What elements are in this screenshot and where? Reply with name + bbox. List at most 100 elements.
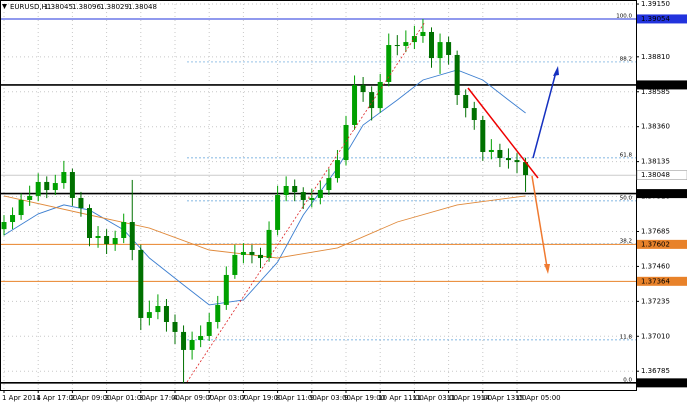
candle-body bbox=[104, 235, 110, 245]
grid: 100.0 88.2 61.8 50.0 38.2 11.8 0.0 bbox=[0, 0, 636, 390]
candle-body bbox=[283, 185, 289, 195]
candle-body bbox=[206, 321, 212, 336]
y-tick-label: 1.37235 bbox=[641, 297, 670, 305]
y-tick-label: 1.37460 bbox=[641, 262, 670, 270]
fib-label: 50.0 bbox=[620, 195, 633, 201]
x-tick-label: 3 Apr 17:00 bbox=[139, 394, 180, 402]
current-price-tag bbox=[636, 170, 687, 180]
fib-label: 38.2 bbox=[620, 238, 632, 244]
y-tick-label: 1.38360 bbox=[641, 123, 670, 131]
candle-body bbox=[317, 190, 323, 198]
candle-body bbox=[386, 45, 392, 82]
candle-body bbox=[215, 304, 221, 322]
candle-body bbox=[514, 160, 520, 163]
candle-body bbox=[223, 274, 229, 305]
candle-body bbox=[429, 31, 434, 59]
y-tick-label: 1.37010 bbox=[641, 332, 670, 340]
candle-body bbox=[258, 254, 263, 259]
candle-body bbox=[163, 306, 169, 322]
candle-body bbox=[198, 335, 204, 341]
candle-body bbox=[411, 36, 417, 43]
candle-body bbox=[334, 160, 340, 179]
down-arrow-head bbox=[544, 264, 550, 274]
x-tick-label: 3 Apr 01:00 bbox=[105, 394, 146, 402]
x-tick-label: 9 Apr 19:00 bbox=[344, 394, 385, 402]
candle-body bbox=[266, 229, 272, 259]
candle-body bbox=[326, 178, 332, 191]
candle-body bbox=[27, 195, 33, 200]
candle-body bbox=[155, 306, 161, 313]
candle-body bbox=[437, 42, 443, 59]
chart-title: EURUSD,H1 bbox=[10, 3, 51, 11]
fib-label: 0.0 bbox=[623, 377, 632, 383]
header-open: 1.38045 bbox=[44, 3, 73, 11]
fib-label: 61.8 bbox=[620, 152, 633, 158]
y-tick-label: 1.38810 bbox=[641, 53, 670, 61]
x-tick-label: 4 Apr 09:00 bbox=[173, 394, 214, 402]
candle-body bbox=[463, 95, 469, 109]
x-tick-label: 11 Apr 19:00 bbox=[447, 394, 493, 402]
candle-body bbox=[232, 254, 238, 275]
x-tick-label: 8 Apr 11:00 bbox=[276, 394, 317, 402]
symbol-marker bbox=[2, 4, 7, 9]
header-low: 1.38029 bbox=[100, 3, 129, 11]
candle-body bbox=[138, 249, 144, 318]
price-level-tag bbox=[637, 14, 687, 24]
candle-body bbox=[377, 81, 383, 109]
fib-label: 100.0 bbox=[616, 13, 632, 19]
candle-body bbox=[523, 162, 529, 176]
x-tick-label: 7 Apr 03:00 bbox=[207, 394, 248, 402]
price-level-label: 1.36710 bbox=[641, 379, 670, 387]
x-tick-label: 7 Apr 19:00 bbox=[241, 394, 282, 402]
up-arrow bbox=[532, 71, 557, 159]
price-level-tag bbox=[637, 378, 687, 388]
x-tick-label: 2 Apr 09:00 bbox=[70, 394, 111, 402]
candle-body bbox=[454, 54, 460, 96]
candle-body bbox=[275, 195, 281, 230]
candle-body bbox=[343, 124, 349, 161]
candle-body bbox=[44, 181, 50, 191]
price-level-label: 1.38629 bbox=[641, 81, 670, 89]
y-tick-label: 1.38585 bbox=[641, 88, 670, 96]
candle-body bbox=[172, 321, 178, 332]
candle-body bbox=[78, 197, 84, 209]
up-arrow-head bbox=[553, 66, 559, 76]
x-tick-label: 15 Apr 05:00 bbox=[515, 394, 561, 402]
candle-body bbox=[61, 172, 67, 184]
candle-body bbox=[121, 222, 127, 239]
current-price-label: 1.38048 bbox=[641, 171, 670, 179]
price-level-label: 1.37364 bbox=[641, 277, 670, 285]
x-tick-label: 1 Apr 2014 bbox=[2, 394, 41, 402]
x-tick-label: 9 Apr 03:00 bbox=[310, 394, 351, 402]
candle-body bbox=[309, 197, 315, 200]
x-tick-label: 10 Apr 11:00 bbox=[378, 394, 424, 402]
price-level-label: 1.37602 bbox=[641, 240, 670, 248]
candle-body bbox=[420, 31, 426, 37]
candle-body bbox=[35, 181, 41, 196]
candle-body bbox=[352, 85, 358, 125]
candle-body bbox=[18, 199, 24, 216]
candle-body bbox=[95, 235, 101, 239]
price-level-label: 1.39054 bbox=[641, 15, 670, 23]
candle-body bbox=[471, 108, 477, 121]
x-tick-label: 1 Apr 17:00 bbox=[36, 394, 77, 402]
candle-body bbox=[189, 340, 195, 350]
header-close: 1.38048 bbox=[128, 3, 157, 11]
price-level-label: 1.37929 bbox=[641, 190, 670, 198]
candle-body bbox=[300, 192, 306, 200]
y-tick-label: 1.36785 bbox=[641, 367, 670, 375]
down-arrow bbox=[531, 175, 548, 268]
candle-body bbox=[249, 251, 255, 255]
y-tick-label: 1.37685 bbox=[641, 227, 670, 235]
candle-body bbox=[69, 172, 75, 198]
candle-body bbox=[112, 238, 118, 245]
candle-body bbox=[446, 42, 452, 55]
trend-line bbox=[467, 87, 539, 179]
candle-body bbox=[497, 149, 503, 159]
candle-body bbox=[480, 120, 486, 152]
y-tick-label: 1.38135 bbox=[641, 158, 670, 166]
candle-body bbox=[52, 183, 58, 191]
plot-frame bbox=[0, 0, 637, 391]
